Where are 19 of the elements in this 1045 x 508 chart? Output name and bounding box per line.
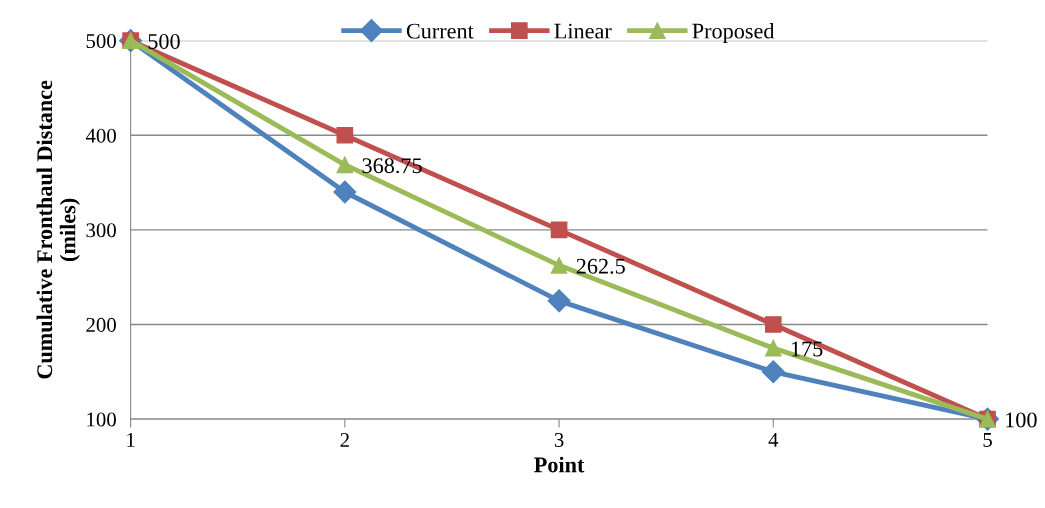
x-tick-label: 5 (983, 433, 992, 447)
legend-label: Proposed (692, 22, 775, 44)
y-tick-label: 500 (86, 34, 116, 49)
y-axis-title: Cumulative Fronthaul Distance (miles) (36, 80, 80, 379)
x-axis-title: Point (534, 456, 585, 473)
y-tick-label: 200 (86, 317, 116, 332)
data-label: 262.5 (576, 258, 625, 274)
legend-label: Current (406, 23, 474, 39)
y-tick-label: 400 (85, 128, 116, 143)
x-tick-label: 2 (340, 432, 349, 447)
data-label: 100 (1006, 412, 1037, 428)
data-label: 175 (791, 341, 823, 357)
x-tick-label: 1 (127, 433, 135, 447)
data-label: 500 (148, 33, 180, 49)
y-tick-label: 100 (87, 412, 116, 427)
x-tick-label: 4 (768, 433, 779, 447)
y-tick-label: 300 (86, 223, 116, 238)
x-tick-label: 3 (554, 432, 564, 447)
legend-label: Linear (554, 23, 612, 39)
